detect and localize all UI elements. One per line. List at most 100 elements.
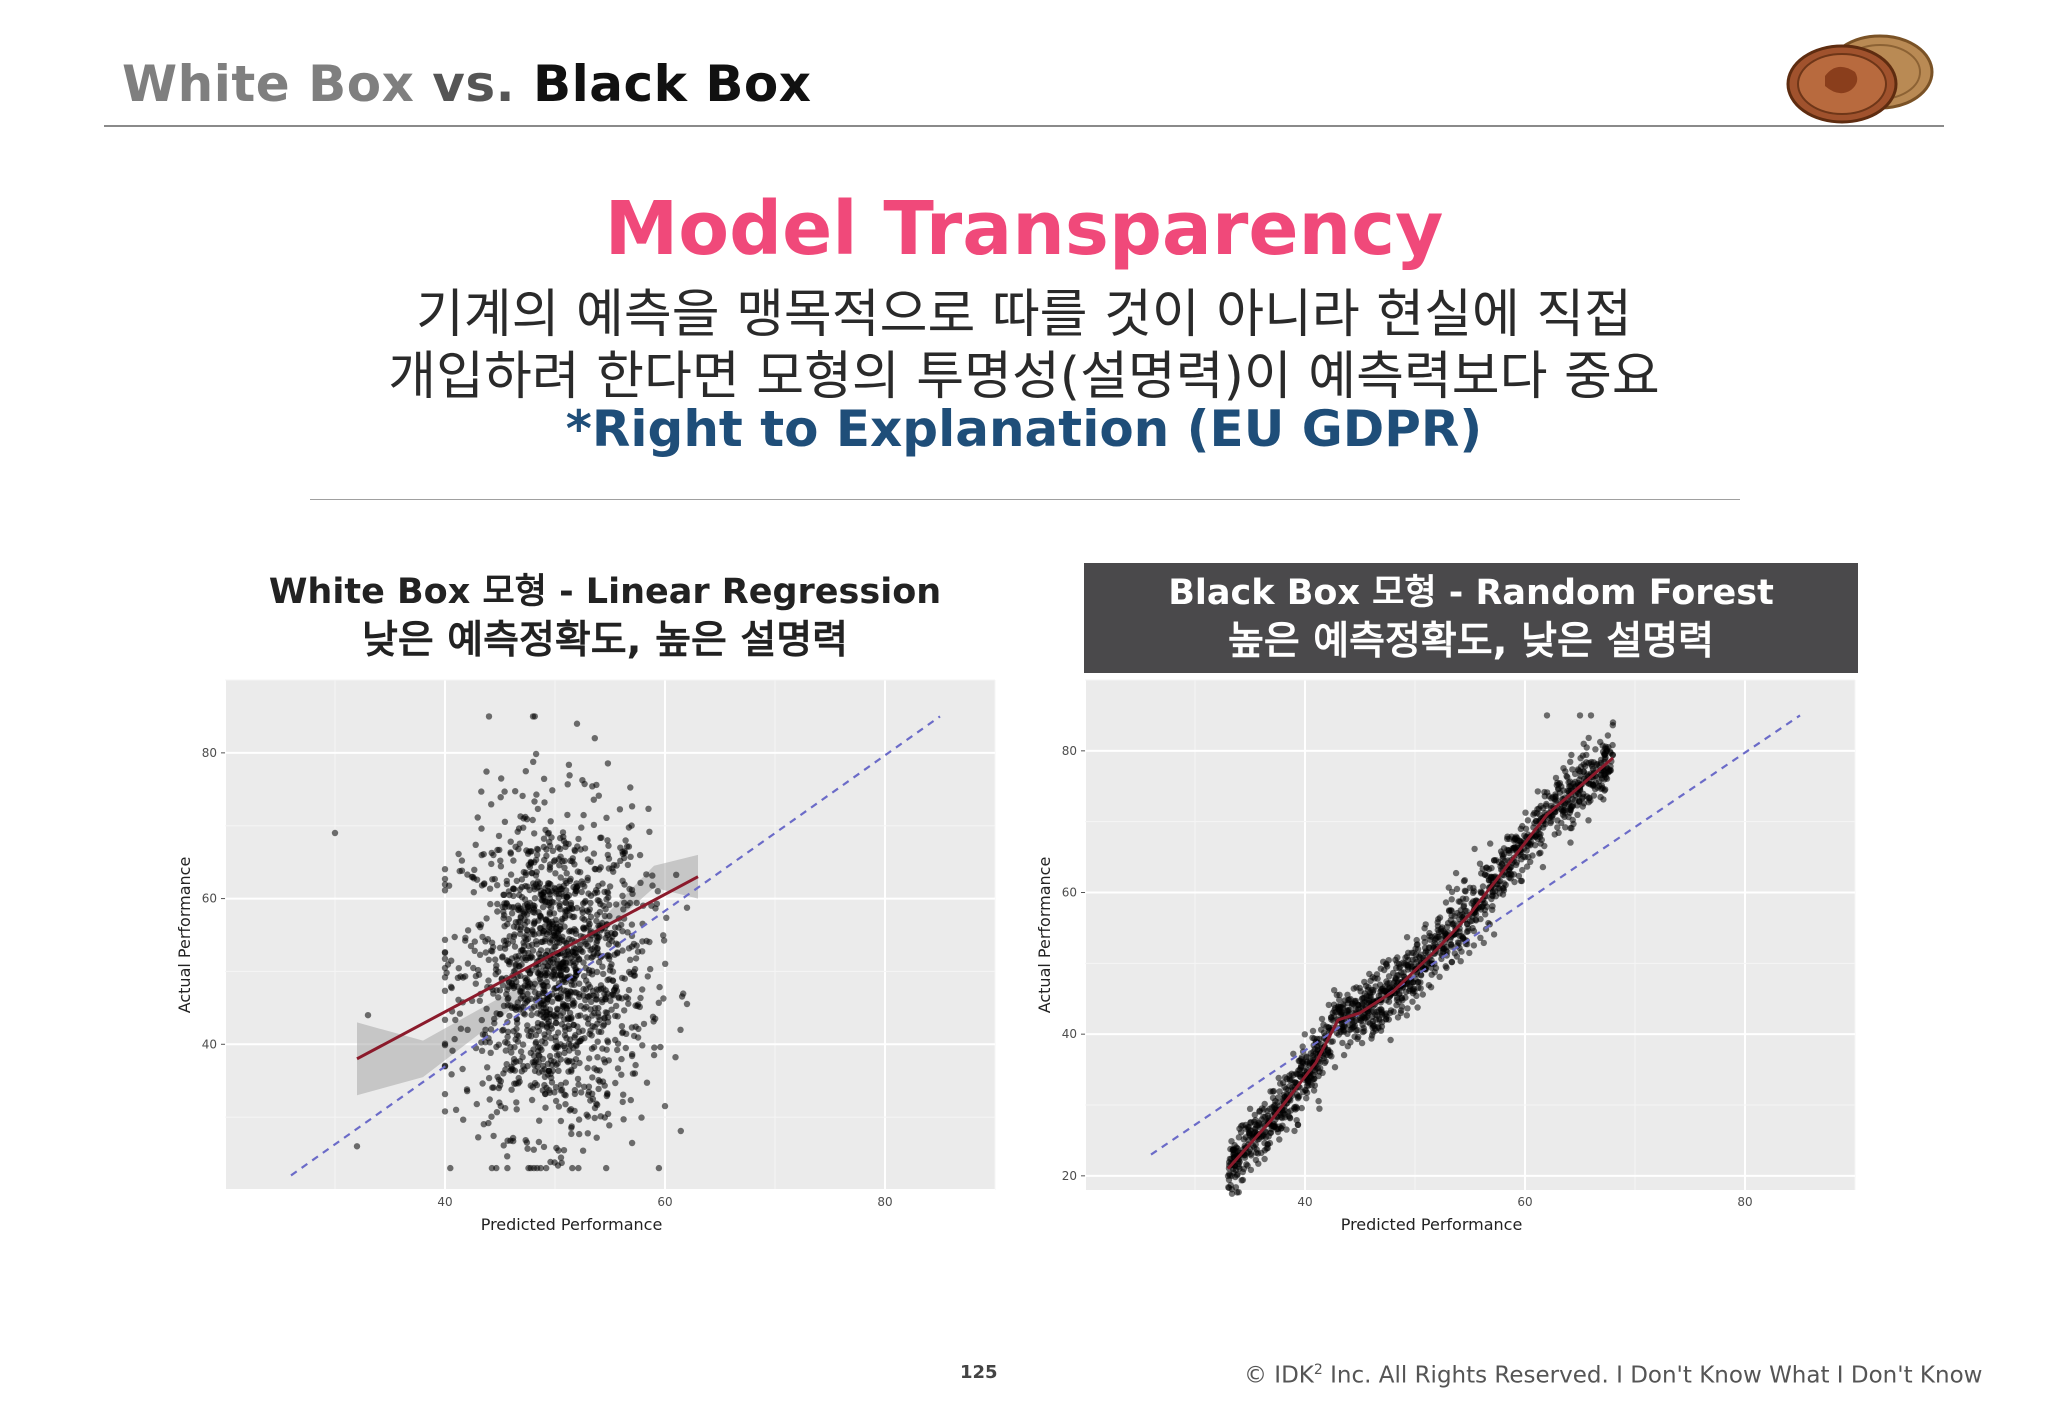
scatter-point	[529, 947, 537, 954]
scatter-point	[506, 961, 513, 968]
scatter-point	[556, 900, 563, 907]
scatter-point	[1606, 748, 1614, 755]
scatter-point	[504, 1153, 511, 1160]
scatter-point	[1314, 1043, 1321, 1050]
scatter-point	[1539, 804, 1547, 812]
white-box-caption: White Box 모형 - Linear Regression 낮은 예측정확…	[230, 568, 980, 666]
scatter-point	[1261, 1100, 1268, 1108]
scatter-point	[588, 967, 596, 974]
scatter-point	[601, 1015, 608, 1022]
scatter-point	[1444, 920, 1452, 927]
scatter-point	[494, 908, 501, 915]
scatter-point	[543, 971, 550, 979]
scatter-point	[529, 1084, 536, 1091]
scatter-point	[638, 1114, 645, 1121]
scatter-point	[595, 958, 603, 966]
scatter-point	[1532, 833, 1539, 840]
scatter-point	[540, 775, 548, 782]
scatter-point	[501, 788, 508, 795]
scatter-point	[593, 781, 600, 789]
header-divider	[104, 125, 1944, 127]
random-forest-scatter-chart: 40 60 80 20 40 60 80 Predicted Performance Actua…	[1035, 679, 1856, 1234]
scatter-point	[595, 1085, 602, 1093]
scatter-point	[1448, 958, 1455, 966]
scatter-point	[496, 1099, 503, 1106]
scatter-point	[1382, 987, 1389, 995]
scatter-point	[617, 844, 624, 851]
scatter-point	[532, 750, 540, 758]
scatter-point	[624, 929, 631, 936]
scatter-point	[683, 904, 691, 911]
scatter-point	[535, 1069, 543, 1076]
scatter-point	[1469, 889, 1477, 896]
scatter-point	[625, 945, 633, 952]
scatter-point	[595, 792, 602, 799]
scatter-point	[599, 963, 606, 970]
scatter-point	[1416, 954, 1424, 961]
scatter-point	[639, 1042, 646, 1049]
scatter-point	[594, 911, 601, 918]
scatter-point	[579, 915, 586, 922]
scatter-point	[1414, 1004, 1421, 1011]
scatter-point	[1375, 1024, 1382, 1031]
scatter-point	[604, 760, 612, 767]
scatter-point	[1565, 813, 1572, 821]
scatter-point	[1347, 995, 1354, 1003]
scatter-point	[594, 945, 601, 953]
scatter-point	[508, 1004, 516, 1011]
scatter-point	[474, 966, 482, 974]
scatter-point	[518, 876, 526, 883]
scatter-point	[555, 1051, 563, 1058]
scatter-point	[552, 1097, 560, 1105]
scatter-point	[1570, 780, 1577, 787]
scatter-point	[458, 857, 466, 864]
scatter-point	[493, 1164, 500, 1172]
scatter-point	[523, 911, 531, 918]
scatter-point	[1294, 1121, 1302, 1128]
identity-line	[1150, 714, 1801, 1156]
scatter-point	[519, 792, 526, 800]
outlier-point	[1609, 719, 1617, 726]
scatter-point	[546, 899, 553, 907]
scatter-point	[1477, 915, 1484, 923]
scatter-point	[1394, 954, 1401, 961]
scatter-point	[618, 1023, 626, 1030]
scatter-point	[605, 941, 612, 948]
scatter-point	[594, 897, 601, 904]
scatter-point	[649, 872, 656, 879]
scatter-point	[515, 962, 522, 969]
scatter-point	[1283, 1126, 1290, 1133]
title-white-box: White Box	[122, 55, 415, 113]
scatter-point	[604, 851, 611, 859]
scatter-point	[474, 814, 481, 821]
scatter-point	[593, 1134, 600, 1141]
scatter-point	[1597, 772, 1604, 779]
scatter-point	[511, 943, 519, 950]
scatter-point	[521, 1066, 528, 1073]
scatter-point	[614, 1040, 622, 1047]
scatter-point	[610, 868, 617, 875]
outlier-point	[353, 1143, 361, 1150]
scatter-point	[522, 768, 529, 775]
title-vs: vs.	[432, 55, 516, 113]
scatter-point	[1524, 817, 1532, 824]
scatter-point	[540, 963, 547, 970]
scatter-point	[1518, 877, 1525, 885]
scatter-point	[504, 1033, 511, 1041]
scatter-point	[612, 1079, 619, 1087]
white-box-caption-line2: 낮은 예측정확도, 높은 설명력	[361, 618, 849, 663]
scatter-point	[555, 1103, 563, 1110]
scatter-point	[540, 835, 548, 842]
x-tick-label: 40	[437, 1195, 452, 1209]
scatter-point	[587, 1027, 594, 1034]
scatter-point	[488, 801, 495, 808]
scatter-point	[1585, 795, 1593, 802]
scatter-point	[1261, 1155, 1268, 1163]
main-heading: Model Transparency	[604, 186, 1444, 272]
scatter-point	[1494, 884, 1501, 892]
scatter-point	[524, 901, 531, 908]
scatter-point	[514, 828, 521, 835]
scatter-point	[527, 1049, 534, 1057]
scatter-point	[441, 881, 449, 888]
scatter-point	[590, 796, 597, 803]
